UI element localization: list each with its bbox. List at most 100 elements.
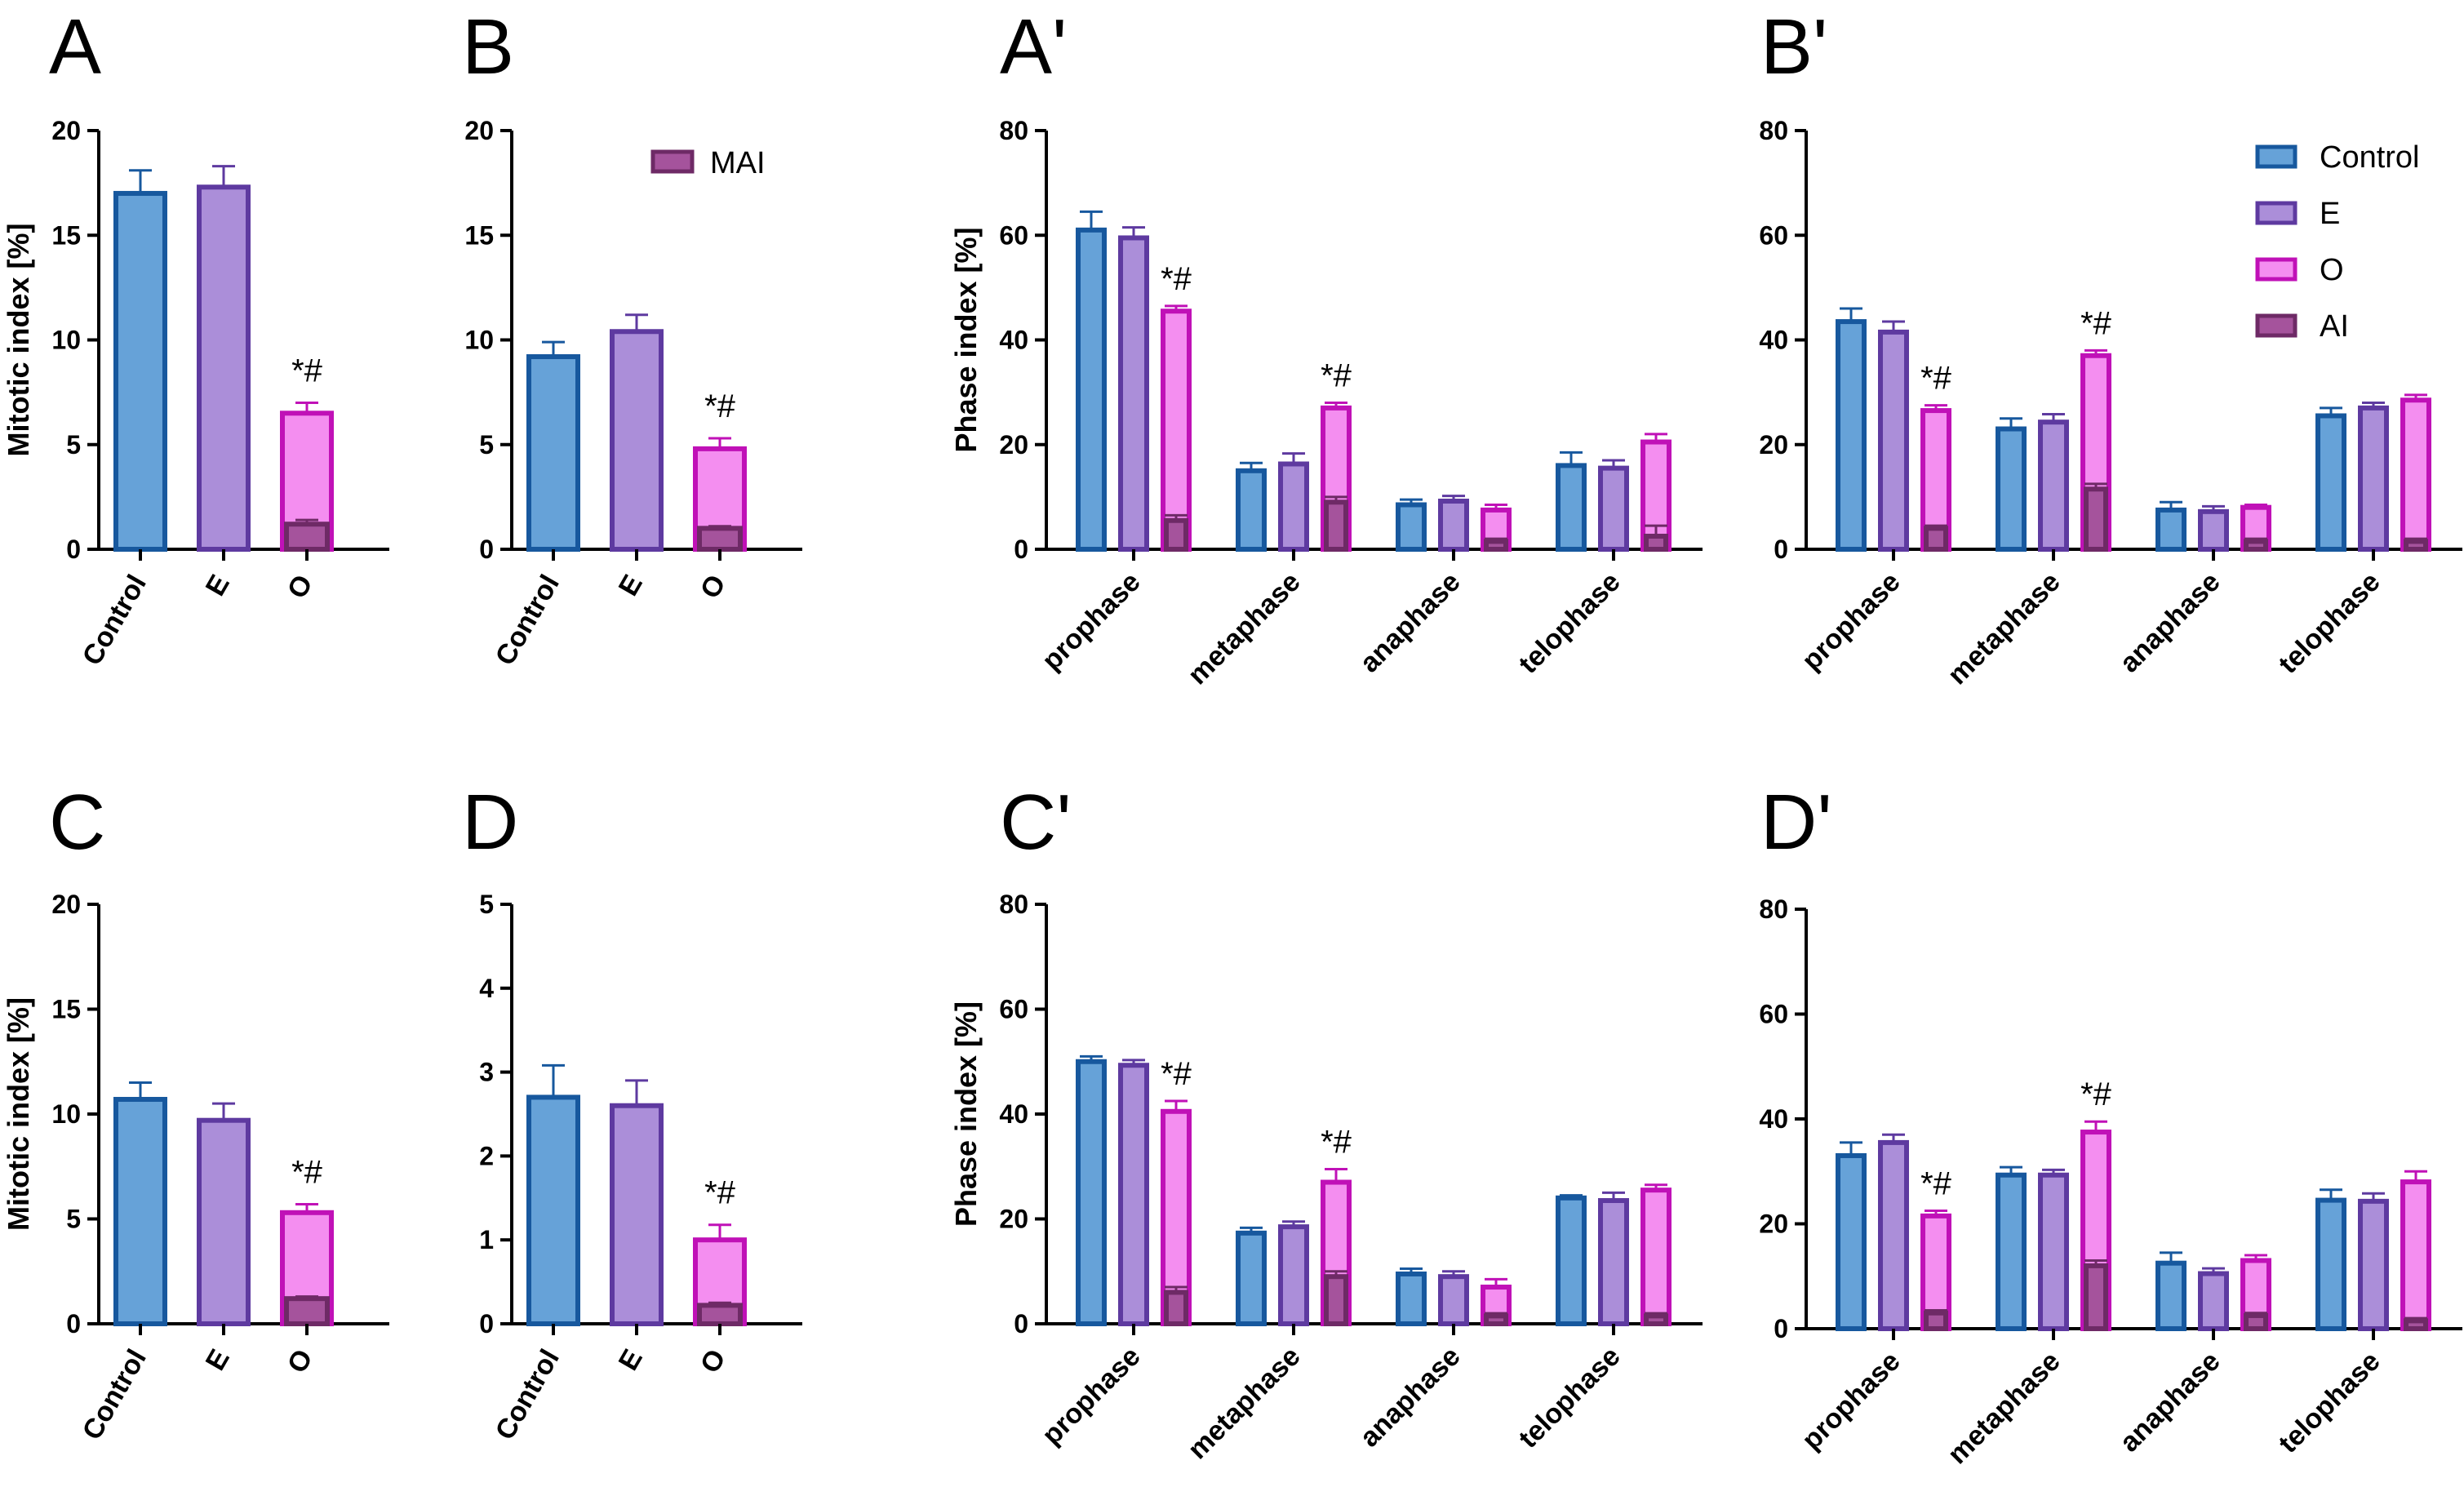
bar-mai-overlay (697, 1303, 743, 1327)
y-tick-label: 10 (464, 326, 494, 355)
panel-c: C 0 5 10 15 20 Mitotic index [%] Control E O *# (2, 779, 389, 1445)
panel-letter: C' (1000, 779, 1072, 866)
x-tick-label: anaphase (1354, 1341, 1467, 1454)
error-bar-e (2042, 413, 2065, 423)
y-tick-label: 0 (479, 535, 494, 564)
bar-control-prophase (1836, 319, 1867, 552)
bar-control-metaphase (1996, 426, 2027, 553)
y-tick-label: 80 (1759, 894, 1788, 924)
significance-marker: *# (704, 388, 736, 424)
bar-mai-overlay (284, 1296, 330, 1327)
x-tick-label: E (200, 570, 236, 602)
error-bar-control (1240, 1226, 1263, 1233)
error-bar-mai (295, 1295, 318, 1299)
error-bar-control (2320, 406, 2342, 416)
y-tick-label: 60 (999, 995, 1028, 1024)
x-tick-label: prophase (1037, 1341, 1147, 1451)
y-tick-label: 60 (999, 220, 1028, 250)
x-tick-label: E (200, 1344, 236, 1376)
bar-e-prophase (1118, 1063, 1149, 1327)
x-tick-label: metaphase (1942, 566, 2066, 690)
bar-ai-overlay-metaphase (1324, 1274, 1348, 1327)
panel-letter: A (49, 3, 101, 91)
error-bar-e (1442, 495, 1465, 502)
error-bar-mai (708, 525, 731, 529)
significance-marker: *# (704, 1175, 736, 1211)
error-bar-o (1645, 433, 1667, 442)
bar-o-telophase (2400, 1179, 2431, 1331)
bar-control-prophase (1836, 1152, 1867, 1331)
panel-b: B 0 5 10 15 20 Control E O *# MAI (462, 3, 802, 671)
legend-label-mai: MAI (710, 146, 766, 180)
bar-e-prophase (1118, 235, 1149, 552)
y-tick-label: 10 (51, 326, 81, 355)
error-bar-o (2404, 393, 2427, 401)
y-tick-label: 60 (1759, 220, 1788, 250)
error-bar-e (2042, 1168, 2065, 1175)
error-bar-e (212, 165, 235, 188)
error-bar-e (1882, 320, 1905, 332)
panel-b-prime: B' 0 20 40 60 80 prophase *# metaphase *# anaphase… (1759, 3, 2462, 690)
bar-control-metaphase (1236, 468, 1267, 552)
error-bar-control (1560, 1194, 1583, 1198)
panel-letter: B' (1760, 3, 1827, 91)
y-tick-label: 80 (999, 890, 1028, 919)
error-bar-e (212, 1102, 235, 1121)
y-axis-label: Phase index [%] (949, 227, 983, 452)
x-tick-label: O (695, 1344, 732, 1378)
bar-mai-overlay (284, 522, 330, 552)
bar-ai-overlay-prophase (1924, 1310, 1948, 1331)
bar-ai-overlay-telophase (2404, 1318, 2428, 1332)
error-bar-ai (1485, 537, 1507, 542)
error-bar-o (1325, 401, 1347, 408)
error-bar-ai (1645, 524, 1667, 536)
error-bar-o (2084, 348, 2107, 356)
bar-control-prophase (1076, 227, 1107, 552)
error-bar-control (1400, 1267, 1423, 1274)
error-bar-ai (2404, 1316, 2427, 1321)
panel-c-prime: C' 0 20 40 60 80 Phase index [%] prophase *# meta… (949, 779, 1703, 1465)
error-bar-o (1165, 304, 1188, 312)
bar-control-telophase (2315, 1197, 2346, 1332)
error-bar-control (2000, 417, 2022, 429)
y-tick-label: 2 (479, 1141, 494, 1170)
legend-label-control: Control (2320, 140, 2420, 175)
significance-marker: *# (1321, 357, 1352, 393)
error-bar-mai (295, 518, 318, 525)
error-bar-control (129, 1081, 152, 1100)
y-tick-label: 0 (1774, 535, 1788, 564)
y-axis-label: Phase index [%] (949, 1001, 983, 1227)
x-tick-label: O (282, 1344, 319, 1378)
bar-control (113, 1097, 167, 1326)
error-bar-o (2404, 1170, 2427, 1183)
error-bar-e (1882, 1133, 1905, 1143)
bar-control-anaphase (2155, 1260, 2187, 1331)
y-tick-label: 20 (51, 890, 81, 919)
bar-control-telophase (1556, 1195, 1587, 1327)
y-tick-label: 20 (1759, 1210, 1788, 1239)
bar-e-anaphase (1438, 1274, 1469, 1327)
error-bar-ai (2244, 537, 2267, 542)
error-bar-o (1645, 1183, 1667, 1191)
legend-swatch-control (2255, 144, 2298, 169)
error-bar-e (1122, 226, 1145, 238)
y-tick-label: 20 (1759, 430, 1788, 459)
bar-e-telophase (1598, 465, 1629, 553)
bar-o-prophase (1161, 309, 1192, 552)
legend-swatch-mai (650, 149, 695, 174)
error-bar-o (1325, 1167, 1347, 1183)
error-bar-o (1485, 1277, 1507, 1288)
error-bar-control (1840, 307, 1862, 322)
bar-ai-overlay-metaphase (2084, 486, 2108, 552)
error-bar-control (2160, 500, 2182, 510)
y-tick-label: 5 (66, 1205, 81, 1234)
y-tick-label: 0 (1014, 1309, 1028, 1338)
error-bar-ai (1165, 1285, 1188, 1293)
y-tick-label: 40 (999, 326, 1028, 355)
x-tick-label: prophase (1796, 1346, 1907, 1456)
y-tick-label: 0 (66, 535, 81, 564)
significance-marker: *# (1321, 1124, 1352, 1160)
x-tick-label: E (613, 570, 649, 602)
panel-d-prime: D' 0 20 40 60 80 prophase *# metaphase *# anaphase… (1759, 779, 2462, 1470)
